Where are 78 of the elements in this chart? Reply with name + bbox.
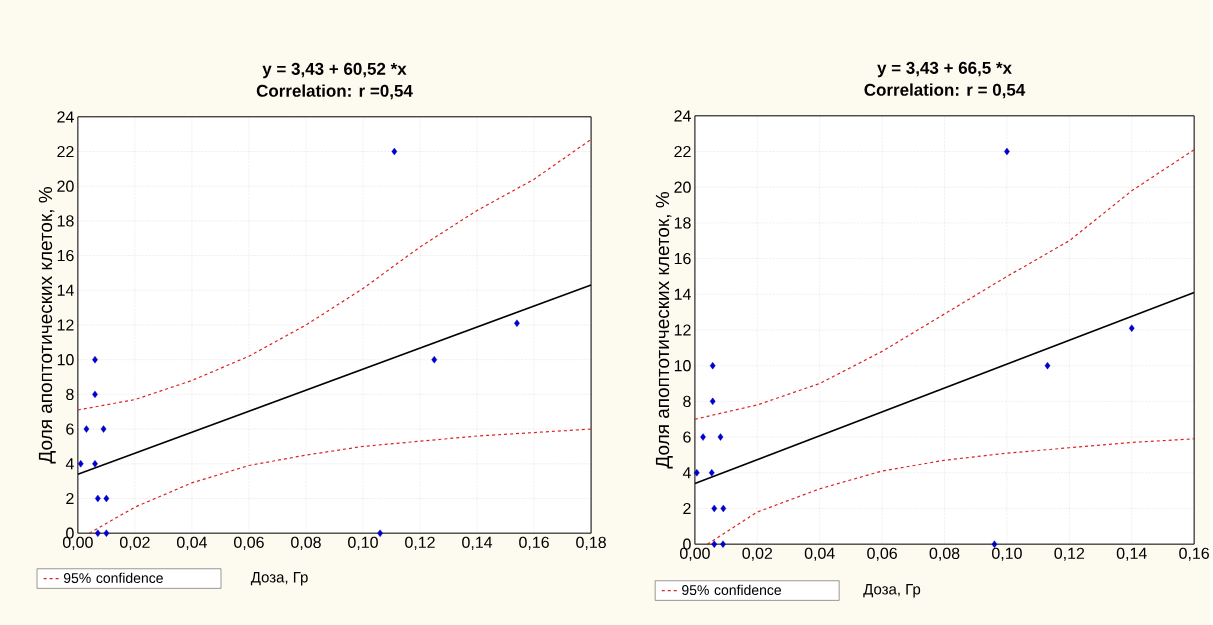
x-tick-label: 0,02 (742, 547, 773, 561)
y-tick-label: 14 (674, 288, 691, 300)
x-tick-label: 0,10 (992, 547, 1022, 561)
point (709, 397, 716, 406)
point (95, 529, 101, 537)
y-tick-label: 24 (57, 111, 74, 123)
y-tick-label: 2 (683, 502, 691, 515)
y-tick-label: 8 (66, 388, 74, 401)
point (700, 433, 706, 441)
x-axis-title: Доза, Гр (250, 572, 308, 586)
point (711, 540, 718, 548)
y-tick-label: 12 (674, 324, 691, 336)
y-tick-label: 16 (57, 249, 74, 262)
y-tick-label: 8 (683, 395, 691, 408)
x-tick-label: 0,16 (519, 536, 549, 550)
point (720, 504, 727, 513)
point (708, 469, 715, 477)
y-tick-label: 10 (57, 354, 74, 366)
x-tick-label: 0,12 (1054, 547, 1085, 561)
x-tick-label: 0,06 (867, 547, 897, 561)
y-tick-label: 18 (674, 217, 691, 229)
y-tick-label: 12 (57, 319, 74, 331)
point (103, 529, 110, 537)
x-tick-label: 0,08 (929, 547, 960, 561)
point (83, 425, 90, 433)
point (77, 460, 84, 468)
y-tick-label: 2 (66, 492, 74, 505)
y-tick-label: 22 (57, 145, 74, 158)
legend-label: 95% confidence (63, 572, 163, 584)
point (709, 361, 716, 370)
point (92, 460, 98, 468)
line-series (88, 428, 592, 534)
y-tick-label: 16 (674, 252, 691, 265)
y-tick-label: 20 (57, 180, 74, 192)
x-tick-label: 0,04 (804, 547, 835, 561)
line-series (706, 438, 1195, 545)
chart-subtitle: Correlation: r =0,54 (256, 84, 413, 100)
y-tick-label: 4 (682, 467, 691, 479)
x-axis-title: Доза, Гр (863, 584, 921, 598)
y-tick-label: 6 (683, 431, 691, 443)
x-tick-label: 0,06 (234, 536, 264, 550)
x-tick-label: 0,14 (462, 536, 493, 550)
point (1044, 361, 1051, 370)
line-series (694, 149, 1195, 420)
y-axis-title: Доля апоптотических клеток, % (38, 187, 56, 464)
x-tick-label: 0,10 (348, 536, 378, 550)
y-tick-label: 14 (57, 284, 74, 296)
point (100, 425, 107, 433)
x-tick-label: 0,12 (405, 536, 435, 550)
y-tick-label: 24 (674, 110, 691, 122)
point (711, 504, 718, 513)
point (103, 494, 110, 503)
point (693, 469, 700, 477)
point (377, 529, 383, 537)
x-tick-label: 0,08 (291, 536, 321, 550)
point (431, 355, 438, 364)
y-tick-label: 22 (674, 145, 691, 158)
point (720, 540, 726, 548)
x-tick-label: 0,02 (119, 536, 150, 550)
line-series (77, 138, 592, 411)
x-tick-label: 0,14 (1116, 547, 1147, 561)
x-tick-label: 0,18 (576, 536, 606, 550)
point (391, 147, 398, 156)
y-tick-label: 10 (674, 360, 691, 372)
y-tick-label: 6 (66, 423, 74, 435)
y-tick-label: 18 (57, 215, 74, 227)
chart-title: y = 3,43 + 66,5 *x (877, 61, 1012, 78)
y-tick-label: 4 (65, 458, 74, 470)
chart-title: y = 3,43 + 60,52 *x (262, 62, 407, 79)
legend-label: 95% confidence (682, 584, 782, 596)
point (1128, 324, 1135, 332)
y-axis-title: Доля апоптотических клеток, % (655, 192, 673, 469)
x-tick-label: 0,04 (177, 536, 207, 550)
point (514, 319, 520, 327)
y-tick-label: 20 (674, 181, 691, 193)
x-tick-label: 0,16 (1179, 547, 1209, 561)
chart-subtitle: Correlation: r = 0,54 (864, 83, 1026, 99)
point (717, 433, 724, 441)
